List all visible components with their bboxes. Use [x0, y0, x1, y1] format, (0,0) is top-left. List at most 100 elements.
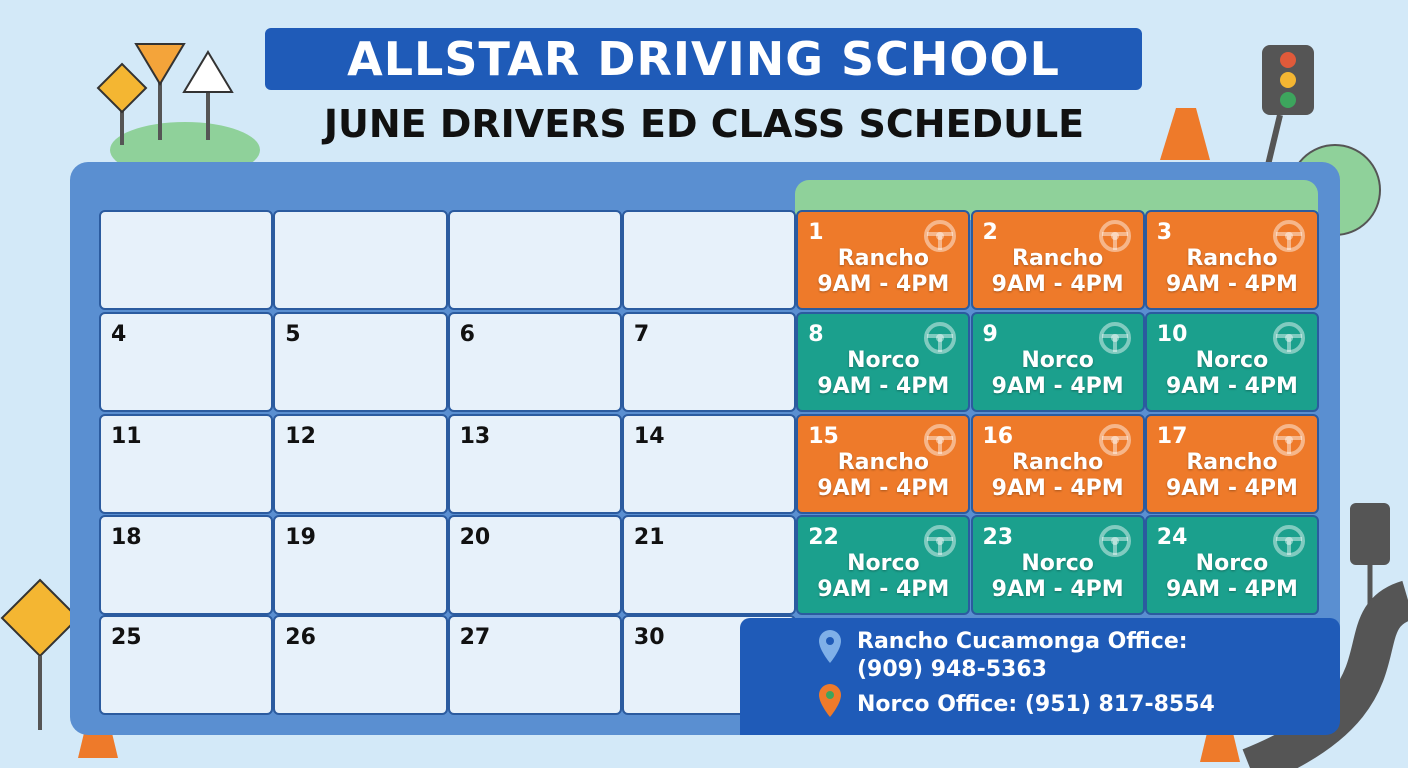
day-cell: 19 [273, 515, 448, 615]
class-time: 9AM - 4PM [991, 272, 1124, 297]
class-location: Rancho [837, 246, 929, 271]
class-location: Norco [1195, 551, 1269, 576]
class-location: Norco [847, 348, 920, 373]
class-location: Rancho [1012, 450, 1104, 475]
day-cell: 5 [273, 312, 448, 412]
class-time: 9AM - 4PM [991, 577, 1124, 602]
day-number: 1 [808, 220, 824, 245]
class-time: 9AM - 4PM [1165, 374, 1298, 399]
day-number: 20 [459, 525, 491, 550]
day-cell: 23 Norco 9AM - 4PM [970, 515, 1145, 615]
class-time: 9AM - 4PM [817, 577, 950, 602]
day-number: 3 [1156, 220, 1173, 245]
day-cell: 27 [447, 615, 622, 715]
class-time: 9AM - 4PM [817, 476, 950, 501]
day-number: 15 [808, 424, 839, 449]
wheel-icon [1273, 424, 1306, 456]
day-number: 26 [285, 625, 316, 650]
day-cell: 1 Rancho 9AM - 4PM [796, 210, 971, 310]
class-time: 9AM - 4PM [817, 374, 950, 399]
day-number: 4 [111, 322, 127, 347]
day-cell: 9 Norco 9AM - 4PM [970, 312, 1145, 412]
contact-label: Norco Office: [857, 692, 1018, 717]
day-cell: 24 Norco 9AM - 4PM [1144, 515, 1320, 615]
day-cell [273, 210, 448, 310]
day-cell [99, 210, 274, 310]
day-number: 12 [285, 424, 316, 449]
day-cell: 15 Rancho 9AM - 4PM [796, 414, 971, 514]
wheel-icon [1098, 525, 1131, 557]
contact-label: Rancho Cucamonga Office: [857, 629, 1188, 654]
day-number: 10 [1156, 322, 1188, 347]
day-cell: 4 [99, 312, 274, 412]
day-number: 5 [285, 322, 301, 347]
day-number: 18 [111, 525, 142, 550]
class-time: 9AM - 4PM [991, 374, 1124, 399]
contact-phone: (909) 948-5363 [857, 657, 1047, 682]
day-number: 8 [808, 322, 824, 347]
day-cell: 14 [621, 414, 797, 514]
class-time: 9AM - 4PM [991, 476, 1124, 501]
day-number: 22 [808, 525, 839, 550]
day-number: 13 [459, 424, 491, 449]
day-cell: 18 [99, 515, 274, 615]
class-location: Norco [1021, 551, 1094, 576]
day-cell: 7 [621, 312, 797, 412]
day-number: 2 [982, 220, 998, 245]
day-cell: 21 [621, 515, 797, 615]
day-number: 7 [633, 322, 650, 347]
day-number: 14 [633, 424, 665, 449]
class-time: 9AM - 4PM [817, 272, 950, 297]
day-number: 9 [982, 322, 998, 347]
class-time: 9AM - 4PM [1165, 272, 1298, 297]
class-location: Rancho [1012, 246, 1104, 271]
wheel-icon [1098, 220, 1131, 252]
day-cell: 6 [447, 312, 622, 412]
day-number: 23 [982, 525, 1014, 550]
class-location: Norco [1021, 348, 1094, 373]
day-cell: 20 [447, 515, 622, 615]
class-location: Norco [1195, 348, 1269, 373]
day-number: 30 [633, 625, 665, 650]
day-number: 27 [459, 625, 491, 650]
day-cell: 12 [273, 414, 448, 514]
pin-icons [819, 630, 841, 717]
class-location: Rancho [837, 450, 929, 475]
day-number: 11 [111, 424, 142, 449]
day-cell: 13 [447, 414, 622, 514]
day-number: 16 [982, 424, 1014, 449]
class-location: Rancho [1186, 450, 1278, 475]
wheel-icon [1273, 525, 1306, 557]
wheel-icon [924, 220, 957, 252]
day-cell [447, 210, 622, 310]
wheel-icon [1273, 322, 1306, 354]
wheel-icon [924, 525, 957, 557]
day-number: 24 [1156, 525, 1188, 550]
day-number: 17 [1156, 424, 1188, 449]
day-cell: 2 Rancho 9AM - 4PM [970, 210, 1145, 310]
day-cell: 10 Norco 9AM - 4PM [1144, 312, 1320, 412]
day-cell: 8 Norco 9AM - 4PM [796, 312, 971, 412]
day-cell: 16 Rancho 9AM - 4PM [970, 414, 1145, 514]
day-cell: 3 Rancho 9AM - 4PM [1144, 210, 1320, 310]
wheel-icon [924, 424, 957, 456]
wheel-icon [1273, 220, 1306, 252]
class-location: Rancho [1186, 246, 1278, 271]
contact-phone: (951) 817-8554 [1024, 692, 1215, 717]
wheel-icon [924, 322, 957, 354]
contact-box: Rancho Cucamonga Office: (909) 948-5363 … [740, 618, 1340, 735]
day-cell: 22 Norco 9AM - 4PM [796, 515, 971, 615]
day-cell [621, 210, 797, 310]
class-location: Norco [847, 551, 920, 576]
class-time: 9AM - 4PM [1165, 476, 1298, 501]
wheel-icon [1098, 424, 1131, 456]
day-number: 25 [111, 625, 142, 650]
day-cell: 17 Rancho 9AM - 4PM [1144, 414, 1320, 514]
subtitle: JUNE DRIVERS ED CLASS SCHEDULE [323, 102, 1085, 146]
day-cell: 25 [99, 615, 274, 715]
contact-line: Norco Office: (951) 817-8554 [857, 691, 1215, 719]
day-number: 21 [633, 525, 665, 550]
wheel-icon [1098, 322, 1131, 354]
day-cell: 11 [99, 414, 274, 514]
